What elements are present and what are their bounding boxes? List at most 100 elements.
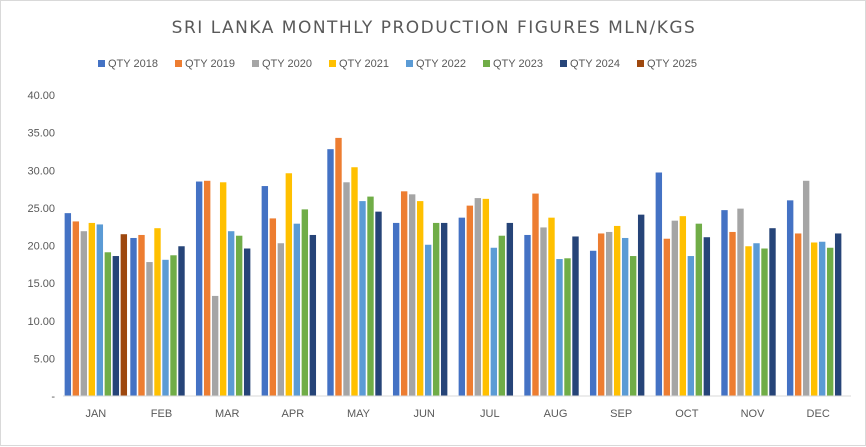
bar: [794, 233, 802, 396]
x-tick-label: SEP: [610, 408, 632, 420]
y-axis: - 5.00 10.00 15.00 20.00 25.00 30.00 35.00 40.00: [27, 90, 55, 403]
bar: [629, 256, 637, 396]
bar: [466, 205, 474, 396]
bar: [482, 198, 490, 396]
bar: [285, 173, 293, 396]
bar: [138, 234, 145, 396]
bar: [589, 250, 597, 396]
x-tick-label: MAY: [347, 408, 371, 420]
bar: [540, 227, 547, 396]
bar: [802, 180, 810, 396]
bar: [818, 241, 826, 396]
bars-group: [64, 137, 842, 396]
bar: [663, 238, 671, 396]
legend-label: QTY 2021: [339, 58, 389, 70]
bar: [408, 194, 416, 396]
y-tick-label: 40.00: [27, 90, 55, 102]
legend-label: QTY 2018: [108, 58, 158, 70]
bar: [637, 214, 645, 396]
bar: [703, 237, 711, 396]
bar: [359, 201, 366, 396]
bar: [548, 217, 555, 396]
bar: [227, 231, 235, 396]
bar: [120, 234, 128, 396]
bar: [72, 221, 80, 396]
y-tick-label: 10.00: [27, 316, 55, 328]
bar: [810, 242, 818, 396]
y-tick-label: 20.00: [27, 241, 55, 253]
bar: [293, 223, 301, 396]
bar: [327, 149, 334, 396]
legend-label: QTY 2023: [493, 58, 543, 70]
bar: [753, 243, 760, 396]
bar: [178, 246, 185, 396]
bar: [721, 210, 728, 396]
bar: [343, 182, 350, 396]
bar: [130, 237, 137, 396]
x-tick-label: OCT: [675, 408, 699, 420]
bar: [146, 262, 153, 396]
bar: [203, 180, 211, 396]
bar: [261, 186, 269, 396]
legend-swatch: [483, 60, 490, 67]
legend-swatch: [406, 60, 413, 67]
bar: [80, 231, 88, 396]
legend-swatch: [560, 60, 567, 67]
bar: [375, 211, 382, 396]
x-tick-label: APR: [282, 408, 305, 420]
legend-swatch: [252, 60, 259, 67]
bar: [440, 222, 448, 396]
legend-label: QTY 2020: [262, 58, 312, 70]
legend-label: QTY 2022: [416, 58, 466, 70]
bar: [400, 191, 408, 396]
legend-label: QTY 2024: [570, 58, 620, 70]
bar: [506, 222, 514, 396]
bar: [605, 231, 613, 396]
bar: [335, 137, 342, 396]
bar: [597, 233, 605, 396]
bar: [532, 193, 539, 396]
bar: [687, 256, 695, 396]
y-tick-label: 30.00: [27, 165, 55, 177]
bar: [786, 200, 794, 396]
bar: [729, 231, 736, 396]
bar: [211, 295, 219, 396]
bar: [737, 208, 744, 396]
legend-swatch: [329, 60, 336, 67]
bar: [367, 196, 374, 396]
bar: [416, 201, 424, 396]
x-tick-label: JUL: [480, 408, 500, 420]
bar: [761, 248, 768, 396]
x-axis: JAN FEB MAR APR MAY JUN JUL AUG SEP OCT NOV DEC: [63, 395, 851, 420]
bar: [104, 252, 112, 396]
chart-legend: QTY 2018 QTY 2019 QTY 2020 QTY 2021 QTY 2022…: [98, 58, 697, 70]
bar: [424, 244, 432, 396]
bar: [474, 198, 482, 396]
bar: [613, 225, 621, 396]
y-tick-label: 5.00: [34, 353, 55, 365]
y-tick-label: 15.00: [27, 278, 55, 290]
y-tick-label: 35.00: [27, 128, 55, 140]
x-tick-label: JAN: [85, 408, 106, 420]
bar: [64, 213, 72, 396]
y-tick-label: -: [51, 391, 55, 403]
y-tick-label: 25.00: [27, 203, 55, 215]
bar: [351, 167, 358, 396]
bar: [235, 235, 243, 396]
bar: [498, 235, 506, 396]
bar: [621, 237, 629, 396]
bar: [309, 234, 317, 396]
bar: [392, 222, 400, 396]
bar: [679, 216, 687, 396]
legend-swatch: [98, 60, 105, 67]
bar: [695, 223, 703, 396]
bar: [556, 259, 563, 396]
bar: [195, 181, 203, 396]
bar: [655, 172, 663, 396]
legend-label: QTY 2025: [647, 58, 697, 70]
x-tick-label: NOV: [741, 408, 766, 420]
bar: [269, 218, 277, 396]
bar: [96, 224, 104, 396]
bar: [490, 247, 498, 396]
